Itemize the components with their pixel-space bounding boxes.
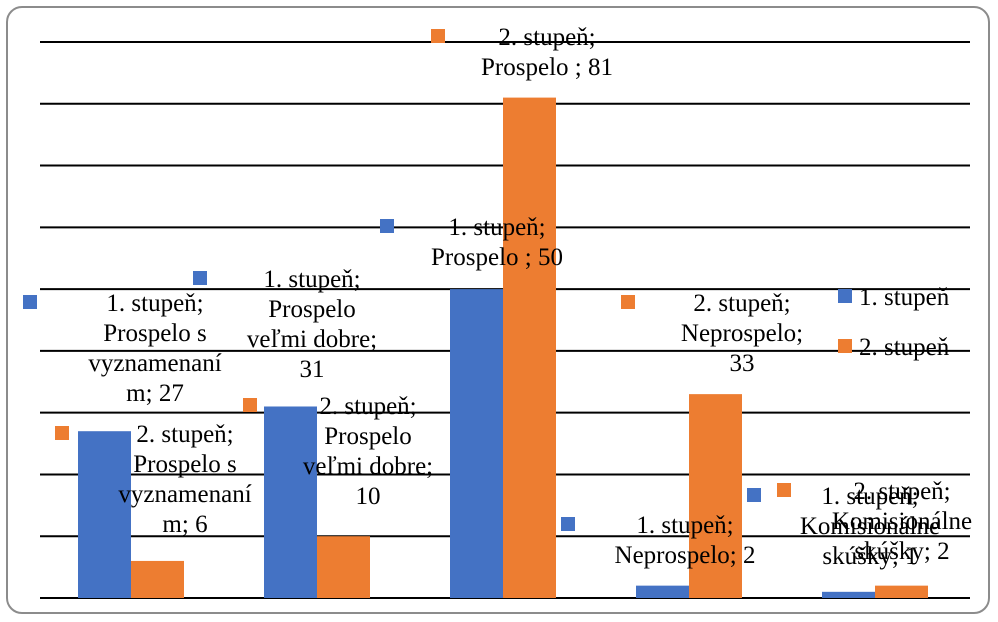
- data-label-2-1-line-4: m; 6: [162, 511, 207, 538]
- bar-1-2: [264, 406, 317, 598]
- data-label-2-3-line-1: 2. stupeň;: [498, 24, 595, 51]
- bar-2-1: [131, 560, 184, 598]
- data-label-2-5-line-1: 2. stupeň;: [853, 478, 950, 505]
- data-label-2-2-line-4: 10: [356, 483, 381, 510]
- data-label-2-3-line-2: Prospelo ; 81: [481, 54, 613, 81]
- data-label-1-5-line-3: skúšky; 1: [822, 543, 917, 570]
- bar-1-5: [822, 591, 875, 598]
- legend-label-2: 2. stupeň: [859, 334, 950, 361]
- data-label-1-5-line-1: 1. stupeň;: [821, 483, 918, 510]
- data-label-1-3-line-2: Prospelo ; 50: [431, 244, 563, 271]
- legend-key-2: [838, 339, 852, 353]
- data-label-1-1-line-4: m; 27: [126, 380, 184, 407]
- data-label-key-1-2: [193, 271, 207, 285]
- data-label-2-5-line-3: skúšky; 2: [854, 538, 949, 565]
- data-label-2-1-line-3: vyznamenaní: [118, 481, 251, 508]
- data-label-key-1-3: [380, 219, 394, 233]
- data-label-key-2-3: [431, 29, 445, 43]
- data-label-1-1-line-3: vyznamenaní: [88, 350, 221, 377]
- data-label-key-2-4: [621, 295, 635, 309]
- data-label-key-1-5: [747, 488, 761, 502]
- data-label-1-3-line-1: 1. stupeň;: [448, 214, 545, 241]
- bar-2-5: [875, 585, 928, 598]
- bar-2-3: [503, 97, 556, 598]
- data-label-key-2-2: [243, 398, 257, 412]
- data-label-2-4-line-3: 33: [730, 350, 755, 377]
- data-label-1-2-line-4: 31: [300, 356, 325, 383]
- data-label-1-2-line-1: 1. stupeň;: [263, 266, 360, 293]
- bar-1-1: [78, 431, 131, 598]
- data-label-key-2-5: [777, 483, 791, 497]
- data-label-2-4-line-2: Neprospelo;: [681, 320, 803, 347]
- data-label-1-1-line-2: Prospelo s: [103, 320, 206, 347]
- legend-key-1: [838, 289, 852, 303]
- data-label-1-2-line-3: veľmi dobre;: [247, 326, 377, 353]
- data-label-key-2-1: [55, 426, 69, 440]
- data-label-2-1-line-1: 2. stupeň;: [136, 421, 233, 448]
- data-label-key-1-1: [23, 295, 37, 309]
- data-label-1-5-line-2: Komisionálne: [800, 513, 940, 540]
- data-label-2-4-line-1: 2. stupeň;: [693, 290, 790, 317]
- data-label-2-2-line-1: 2. stupeň;: [319, 393, 416, 420]
- bar-1-3: [450, 289, 503, 598]
- data-label-1-4-line-1: 1. stupeň;: [636, 512, 733, 539]
- data-label-2-2-line-3: veľmi dobre;: [303, 453, 433, 480]
- bar-2-2: [317, 536, 370, 598]
- data-label-2-5-line-2: Komisionálne: [832, 508, 972, 535]
- bar-1-4: [636, 585, 689, 598]
- data-label-1-1-line-1: 1. stupeň;: [106, 290, 203, 317]
- data-label-1-2-line-2: Prospelo: [268, 296, 356, 323]
- legend-label-1: 1. stupeň: [859, 284, 950, 311]
- data-label-2-1-line-2: Prospelo s: [133, 451, 236, 478]
- data-label-2-2-line-2: Prospelo: [324, 423, 412, 450]
- bar-2-4: [689, 394, 742, 598]
- data-label-key-1-4: [561, 517, 575, 531]
- data-label-1-4-line-2: Neprospelo; 2: [615, 542, 756, 569]
